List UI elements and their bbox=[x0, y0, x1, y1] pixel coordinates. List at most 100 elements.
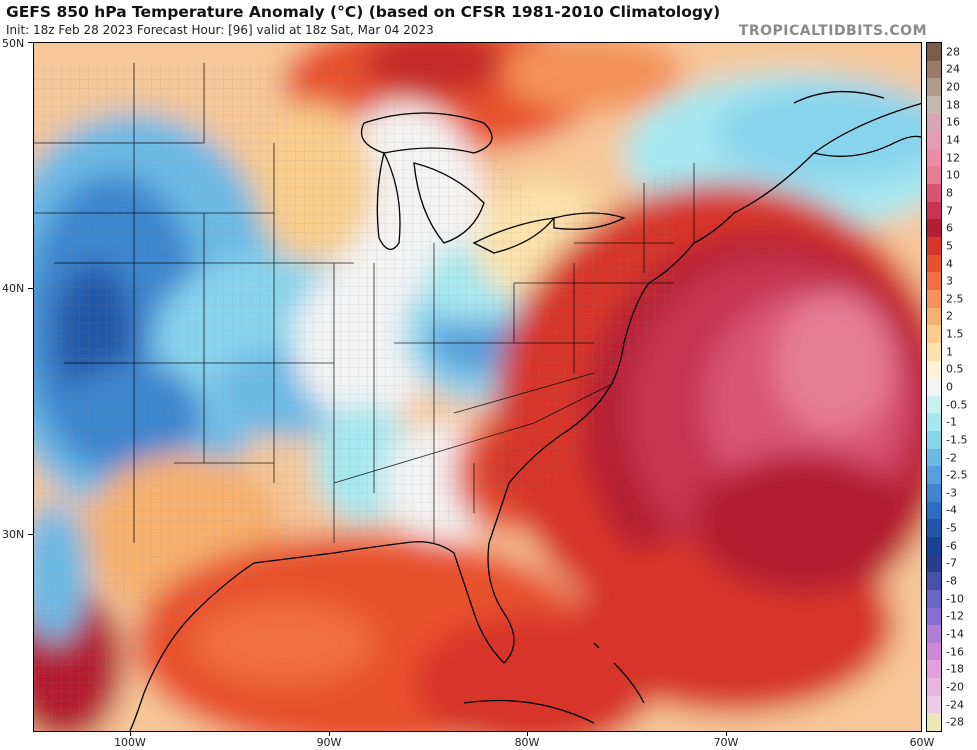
colorbar-label: 8 bbox=[946, 186, 953, 200]
lon-tick bbox=[329, 732, 330, 736]
colorbar-label: 2.5 bbox=[946, 292, 964, 306]
colorbar-swatch bbox=[927, 254, 941, 273]
lon-label-90w: 90W bbox=[316, 736, 342, 749]
colorbar-swatch bbox=[927, 572, 941, 590]
colorbar-label: 0.5 bbox=[946, 362, 964, 376]
colorbar-label: 1.5 bbox=[946, 327, 964, 341]
colorbar-label: -2.5 bbox=[946, 468, 968, 482]
colorbar-swatch bbox=[927, 678, 941, 696]
colorbar-swatch bbox=[927, 466, 941, 485]
colorbar-label: 24 bbox=[946, 62, 960, 76]
lon-tick bbox=[726, 732, 727, 736]
colorbar-swatch bbox=[927, 625, 941, 643]
colorbar-label: 10 bbox=[946, 168, 960, 182]
colorbar-label: 3 bbox=[946, 274, 953, 288]
colorbar-label: -4 bbox=[946, 503, 957, 517]
colorbar-label: -28 bbox=[946, 715, 964, 729]
map-panel[interactable] bbox=[33, 42, 922, 732]
lon-label-80w: 80W bbox=[514, 736, 540, 749]
lat-label-50n: 50N bbox=[2, 37, 25, 50]
colorbar-swatch bbox=[927, 360, 941, 379]
colorbar-label: -1.5 bbox=[946, 433, 968, 447]
lon-tick bbox=[527, 732, 528, 736]
colorbar-label: 2 bbox=[946, 309, 953, 323]
colorbar-swatch bbox=[927, 148, 941, 167]
colorbar-swatch bbox=[927, 484, 941, 502]
colorbar-label: -5 bbox=[946, 521, 957, 535]
colorbar-swatch bbox=[927, 713, 941, 731]
anomaly-map bbox=[34, 43, 921, 731]
lat-label-40n: 40N bbox=[2, 282, 25, 295]
colorbar-swatch bbox=[927, 554, 941, 573]
lon-tick bbox=[130, 732, 131, 736]
colorbar-label: 20 bbox=[946, 80, 960, 94]
colorbar-label: 12 bbox=[946, 151, 960, 165]
lon-label-100w: 100W bbox=[114, 736, 146, 749]
colorbar-label: -12 bbox=[946, 609, 964, 623]
colorbar-label: -8 bbox=[946, 574, 957, 588]
colorbar-swatch bbox=[927, 448, 941, 467]
lat-tick bbox=[28, 288, 33, 289]
colorbar-label: 16 bbox=[946, 115, 960, 129]
lat-label-30n: 30N bbox=[2, 528, 25, 541]
forecast-info: Init: 18z Feb 28 2023 Forecast Hour: [96… bbox=[6, 23, 434, 37]
colorbar-swatch bbox=[927, 325, 941, 343]
colorbar-label: -10 bbox=[946, 592, 964, 606]
colorbar-swatch bbox=[927, 219, 941, 238]
colorbar-label: -3 bbox=[946, 486, 957, 500]
lat-tick bbox=[28, 42, 33, 43]
colorbar-swatch bbox=[927, 589, 941, 608]
colorbar-label: 14 bbox=[946, 133, 960, 147]
colorbar-swatch bbox=[927, 184, 941, 202]
colorbar-swatch bbox=[927, 289, 941, 308]
colorbar-label: -0.5 bbox=[946, 398, 968, 412]
colorbar-label: 7 bbox=[946, 204, 953, 218]
colorbar-label: -20 bbox=[946, 680, 964, 694]
colorbar-swatch bbox=[927, 695, 941, 714]
colorbar-swatch bbox=[927, 431, 941, 449]
colorbar-label: 1 bbox=[946, 345, 953, 359]
colorbar-label: -14 bbox=[946, 627, 964, 641]
colorbar-swatch bbox=[927, 519, 941, 537]
colorbar-swatch bbox=[927, 342, 941, 361]
colorbar-label: 0 bbox=[946, 380, 953, 394]
colorbar-label: -1 bbox=[946, 415, 957, 429]
colorbar-swatch bbox=[927, 201, 941, 220]
brand-watermark[interactable]: TROPICALTIDBITS.COM bbox=[738, 23, 927, 39]
colorbar-swatch bbox=[927, 272, 941, 290]
colorbar-swatch bbox=[927, 43, 941, 61]
colorbar-swatch bbox=[927, 131, 941, 149]
colorbar-label: 5 bbox=[946, 239, 953, 253]
colorbar-label: 28 bbox=[946, 45, 960, 59]
lon-label-70w: 70W bbox=[713, 736, 739, 749]
colorbar-swatch bbox=[927, 536, 941, 555]
colorbar-swatch bbox=[927, 660, 941, 679]
colorbar-label: -18 bbox=[946, 662, 964, 676]
map-title: GEFS 850 hPa Temperature Anomaly (°C) (b… bbox=[6, 3, 721, 21]
colorbar-swatch bbox=[927, 307, 941, 326]
state-borders bbox=[34, 63, 695, 543]
colorbar-swatch bbox=[927, 378, 941, 396]
colorbar-swatch bbox=[927, 60, 941, 79]
colorbar-swatch bbox=[927, 95, 941, 114]
colorbar-swatch bbox=[927, 113, 941, 132]
colorbar bbox=[926, 42, 942, 732]
colorbar-label: -16 bbox=[946, 645, 964, 659]
colorbar-swatch bbox=[927, 78, 941, 96]
coastlines bbox=[129, 90, 921, 731]
colorbar-swatch bbox=[927, 501, 941, 520]
colorbar-label: -7 bbox=[946, 556, 957, 570]
colorbar-label: -6 bbox=[946, 539, 957, 553]
colorbar-swatch bbox=[927, 237, 941, 255]
lat-tick bbox=[28, 534, 33, 535]
colorbar-swatch bbox=[927, 395, 941, 414]
colorbar-label: -24 bbox=[946, 698, 964, 712]
colorbar-label: 4 bbox=[946, 257, 953, 270]
colorbar-label: 18 bbox=[946, 98, 960, 112]
colorbar-swatch bbox=[927, 413, 941, 432]
colorbar-swatch bbox=[927, 607, 941, 626]
colorbar-label: 6 bbox=[946, 221, 953, 235]
colorbar-label: -2 bbox=[946, 451, 957, 465]
colorbar-swatch bbox=[927, 166, 941, 185]
colorbar-swatch bbox=[927, 642, 941, 661]
